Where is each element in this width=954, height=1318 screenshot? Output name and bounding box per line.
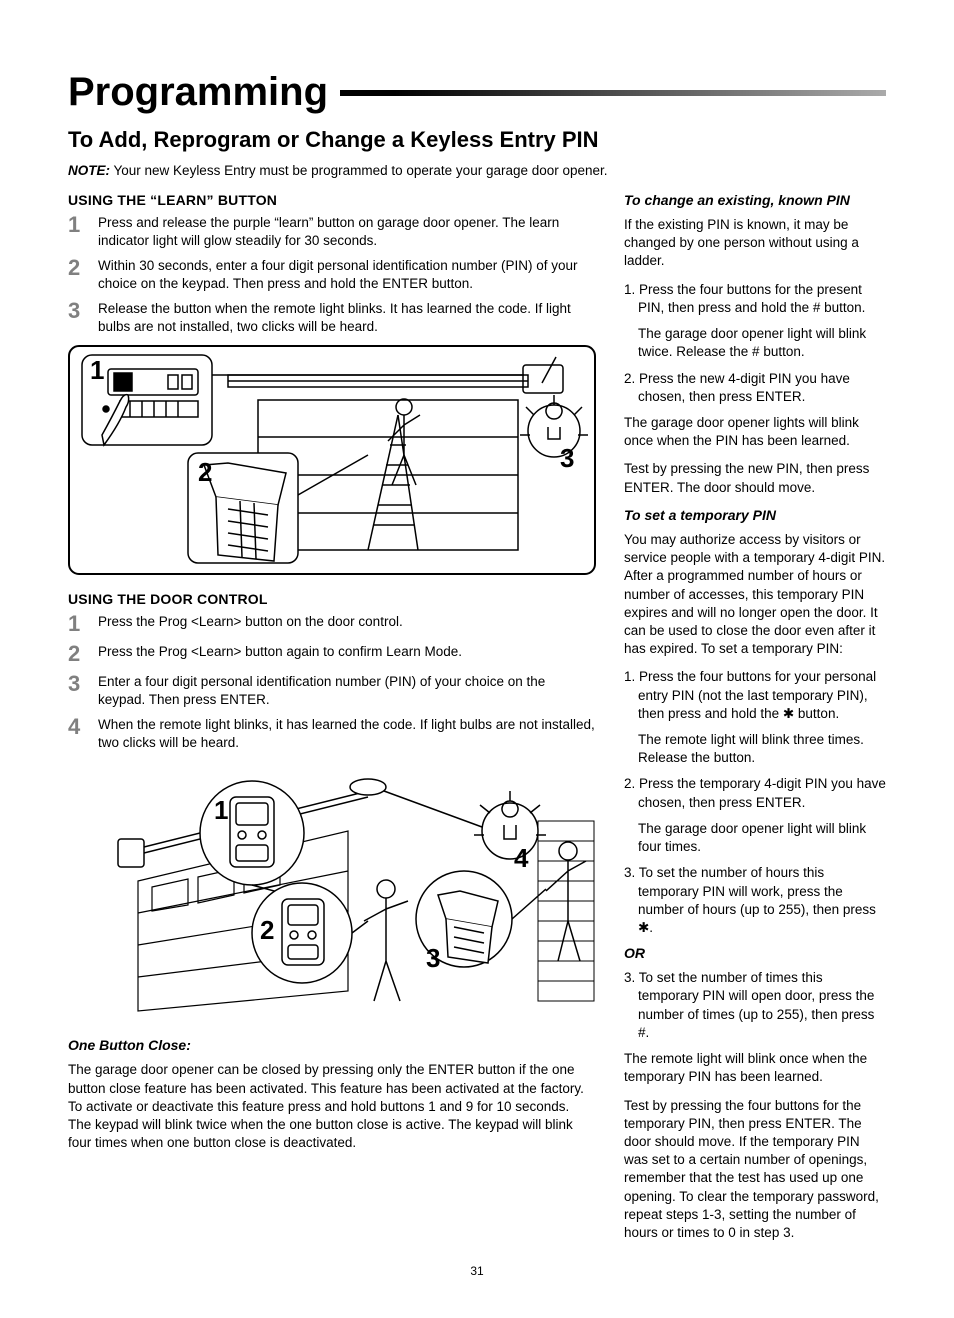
step-number: 2 [68,257,90,279]
door-heading: USING THE DOOR CONTROL [68,591,596,607]
step-number: 1 [68,214,90,236]
or-label: OR [624,945,886,961]
list-item: 2 Within 30 seconds, enter a four digit p… [68,257,596,292]
note-label: NOTE: [68,163,110,178]
step-text: Press the Prog <Learn> button on the doo… [98,613,403,631]
temp-heading: To set a temporary PIN [624,507,886,523]
temp-after2: Test by pressing the four buttons for th… [624,1097,886,1243]
list-item: 2. Press the temporary 4-digit PIN you h… [624,775,886,811]
temp-after1: The remote light will blink once when th… [624,1050,886,1086]
list-item: 4 When the remote light blinks, it has le… [68,716,596,751]
change-after1: The garage door opener lights will blink… [624,414,886,450]
obc-heading: One Button Close: [68,1037,596,1053]
illus-label: 2 [198,457,212,487]
temp-steps: 1. Press the four buttons for your perso… [624,668,886,937]
learn-heading: USING THE “LEARN” BUTTON [68,192,596,208]
change-after2: Test by pressing the new PIN, then press… [624,460,886,496]
learn-steps: 1 Press and release the purple “learn” bu… [68,214,596,335]
change-heading: To change an existing, known PIN [624,192,886,208]
list-item: 3. To set the number of hours this tempo… [624,864,886,937]
change-intro: If the existing PIN is known, it may be … [624,216,886,271]
step-text: Within 30 seconds, enter a four digit pe… [98,257,596,292]
step-text: Press and release the purple “learn” but… [98,214,596,249]
door-steps: 1 Press the Prog <Learn> button on the do… [68,613,596,751]
temp-intro: You may authorize access by visitors or … [624,531,886,659]
illus-label: 4 [514,843,529,873]
list-item: The remote light will blink three times.… [624,731,886,767]
illus-label: 2 [260,915,274,945]
columns: USING THE “LEARN” BUTTON 1 Press and rele… [68,192,886,1252]
list-item: 1 Press and release the purple “learn” bu… [68,214,596,249]
list-item: 2. Press the new 4-digit PIN you have ch… [624,370,886,406]
list-item: 1. Press the four buttons for your perso… [624,668,886,723]
list-item: The garage door opener light will blink … [624,820,886,856]
illus-label: 1 [214,795,228,825]
list-item: 3 Release the button when the remote ligh… [68,300,596,335]
list-item: 3. To set the number of times this tempo… [624,969,886,1042]
change-steps: 1. Press the four buttons for the presen… [624,281,886,406]
step-number: 3 [68,300,90,322]
temp-or-steps: 3. To set the number of times this tempo… [624,969,886,1042]
list-item: The garage door opener light will blink … [624,325,886,361]
illus-label: 3 [426,943,440,973]
right-column: To change an existing, known PIN If the … [624,192,886,1252]
title-rule [340,90,886,96]
left-column: USING THE “LEARN” BUTTON 1 Press and rele… [68,192,596,1252]
obc-text: The garage door opener can be closed by … [68,1061,596,1152]
learn-illustration: 3 1 [68,345,596,575]
illus-label: 3 [560,443,574,473]
illus-label: 1 [90,355,104,385]
list-item: 1 Press the Prog <Learn> button on the do… [68,613,596,635]
note-text: Your new Keyless Entry must be programme… [110,163,608,178]
title-text: Programming [68,70,328,115]
note-line: NOTE: Your new Keyless Entry must be pro… [68,163,886,178]
page-number: 31 [68,1264,886,1278]
step-text: When the remote light blinks, it has lea… [98,716,596,751]
page-title: Programming [68,70,886,115]
door-illustration: 4 3 [68,761,596,1021]
step-number: 3 [68,673,90,695]
subtitle: To Add, Reprogram or Change a Keyless En… [68,127,886,153]
step-number: 2 [68,643,90,665]
step-number: 4 [68,716,90,738]
list-item: 3 Enter a four digit personal identificat… [68,673,596,708]
step-text: Release the button when the remote light… [98,300,596,335]
step-text: Press the Prog <Learn> button again to c… [98,643,462,661]
list-item: 2 Press the Prog <Learn> button again to … [68,643,596,665]
step-text: Enter a four digit personal identificati… [98,673,596,708]
step-number: 1 [68,613,90,635]
list-item: 1. Press the four buttons for the presen… [624,281,886,317]
